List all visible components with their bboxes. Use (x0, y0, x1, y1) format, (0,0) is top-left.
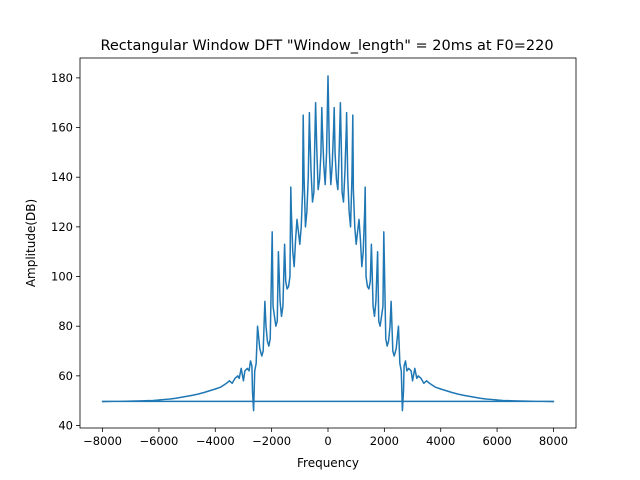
x-tick-label: −4000 (196, 434, 235, 448)
y-axis-label: Amplitude(DB) (24, 199, 38, 287)
y-tick-label: 120 (51, 220, 73, 234)
y-tick-label: 40 (58, 419, 73, 433)
x-tick-label: −8000 (83, 434, 122, 448)
x-tick-label: 8000 (539, 434, 568, 448)
x-tick-label: −6000 (139, 434, 178, 448)
plot-background (80, 58, 576, 428)
y-tick-label: 100 (51, 270, 73, 284)
x-tick-label: 6000 (482, 434, 511, 448)
chart-title: Rectangular Window DFT "Window_length" =… (100, 38, 553, 54)
x-axis: −8000 −6000 −4000 −2000 0 2000 4000 6000 8000 (83, 428, 568, 448)
x-tick-label: 2000 (370, 434, 399, 448)
y-tick-label: 80 (58, 319, 73, 333)
x-tick-label: −2000 (252, 434, 291, 448)
y-axis: 40 60 80 100 120 140 160 180 (51, 71, 80, 433)
series-line (101, 75, 555, 412)
x-tick-label: 0 (324, 434, 331, 448)
y-tick-label: 60 (58, 369, 73, 383)
x-tick-label: 4000 (426, 434, 455, 448)
plot-area (79, 57, 577, 429)
x-axis-label: Frequency (297, 456, 359, 470)
y-tick-label: 180 (51, 71, 73, 85)
y-tick-label: 140 (51, 170, 73, 184)
y-tick-label: 160 (51, 121, 73, 135)
